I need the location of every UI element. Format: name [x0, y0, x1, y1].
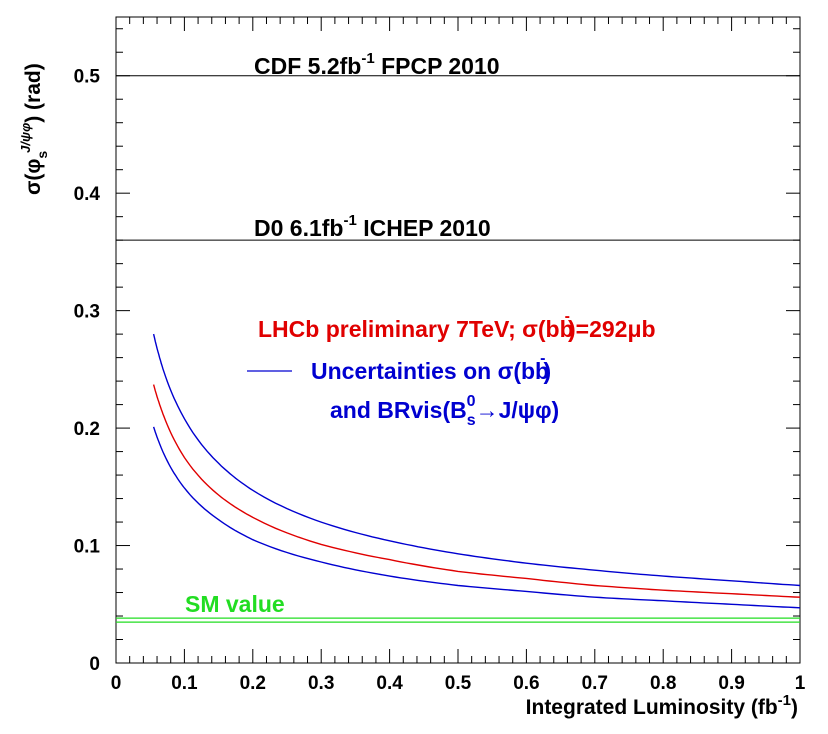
y-tick-label: 0 — [89, 654, 100, 675]
x-tick-label: 0.1 — [171, 673, 198, 694]
x-tick-label: 0.6 — [513, 673, 539, 694]
y-axis-title: σ(φsJ/ψφ) (rad) — [18, 63, 50, 195]
data-series — [152, 333, 801, 609]
uncertainties-label: Uncertainties on σ(bb-) — [311, 350, 551, 384]
lower-band-curve — [152, 426, 801, 609]
x-tick-label: 0.2 — [240, 673, 266, 694]
x-tick-label: 0.5 — [445, 673, 472, 694]
y-tick-label: 0.4 — [74, 184, 101, 205]
x-tick-label: 0.8 — [650, 673, 676, 694]
y-tick-label: 0.2 — [74, 419, 100, 440]
x-tick-label: 0.7 — [582, 673, 608, 694]
lhcb-label: LHCb preliminary 7TeV; σ(bb-)=292μb — [258, 308, 656, 342]
reference-lines — [116, 75, 800, 623]
x-axis-title: Integrated Luminosity (fb-1) — [526, 692, 798, 719]
brvis-label: and BRvis(Bs0→J/ψφ) — [330, 393, 559, 429]
axis-tick-labels: 0 0.1 0.2 0.3 0.4 0.5 0.6 0.7 0.8 0.9 1 0 0.1 0.2 0.3 0… — [74, 67, 806, 694]
central-curve — [152, 384, 801, 598]
cdf-label: CDF 5.2fb-1 FPCP 2010 — [254, 50, 500, 79]
x-tick-label: 0.4 — [376, 673, 403, 694]
d0-label: D0 6.1fb-1 ICHEP 2010 — [254, 212, 491, 241]
sm-label: SM value — [185, 591, 285, 617]
upper-band-curve — [152, 333, 801, 587]
x-tick-label: 0.3 — [308, 673, 334, 694]
y-tick-label: 0.3 — [74, 302, 100, 323]
y-tick-label: 0.5 — [74, 67, 101, 88]
x-tick-label: 0.9 — [718, 673, 744, 694]
x-tick-label: 0 — [111, 673, 122, 694]
y-tick-label: 0.1 — [74, 537, 101, 558]
x-tick-label: 1 — [795, 673, 806, 694]
axis-ticks — [115, 17, 801, 664]
